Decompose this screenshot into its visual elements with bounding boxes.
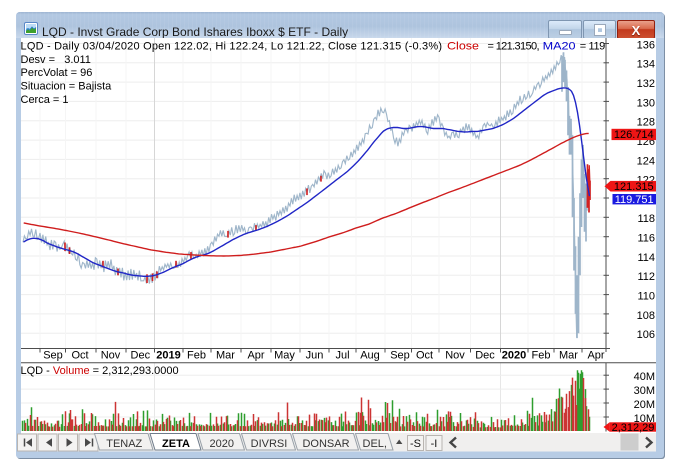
- svg-text:DEL,: DEL,: [363, 438, 387, 450]
- svg-text:132: 132: [637, 78, 655, 90]
- svg-text:Sep: Sep: [390, 350, 410, 362]
- svg-text:130: 130: [637, 97, 655, 109]
- svg-text:2019: 2019: [156, 350, 180, 362]
- svg-text:Feb: Feb: [532, 350, 551, 362]
- svg-text:124: 124: [637, 155, 655, 167]
- svg-text:Cerca = 1: Cerca = 1: [21, 94, 69, 106]
- svg-text:40M: 40M: [634, 371, 655, 383]
- svg-text:MA20: MA20: [543, 41, 576, 53]
- svg-text:May: May: [274, 350, 295, 362]
- svg-text:2020: 2020: [502, 350, 526, 362]
- svg-text:Jul: Jul: [335, 350, 349, 362]
- svg-text:112: 112: [637, 271, 655, 283]
- svg-text:= 119: = 119: [580, 41, 606, 53]
- svg-text:126.714: 126.714: [614, 129, 654, 141]
- svg-text:Oct: Oct: [416, 350, 433, 362]
- svg-text:LQD - Volume = 2,312,293.0000: LQD - Volume = 2,312,293.0000: [21, 365, 179, 377]
- svg-text:Nov: Nov: [445, 350, 465, 362]
- svg-text:Nov: Nov: [101, 350, 121, 362]
- svg-text:108: 108: [637, 310, 655, 322]
- svg-text:10M: 10M: [634, 413, 655, 425]
- svg-text:119.751: 119.751: [615, 194, 654, 206]
- svg-text:Mar: Mar: [216, 350, 235, 362]
- svg-text:106: 106: [637, 329, 655, 341]
- svg-text:118: 118: [637, 213, 655, 225]
- svg-text:Dec: Dec: [131, 350, 151, 362]
- svg-text:Sep: Sep: [43, 350, 63, 362]
- svg-text:Desv = 3.011: Desv = 3.011: [21, 54, 91, 66]
- svg-text:Aug: Aug: [360, 350, 380, 362]
- svg-text:DONSAR: DONSAR: [302, 438, 349, 450]
- svg-text:136: 136: [637, 39, 655, 51]
- svg-text:Jun: Jun: [306, 350, 324, 362]
- svg-text:Situacion = Bajista: Situacion = Bajista: [21, 81, 113, 93]
- svg-text:DIVRSI: DIVRSI: [251, 438, 288, 450]
- svg-text:Apr: Apr: [587, 350, 604, 362]
- svg-text:20M: 20M: [634, 399, 655, 411]
- svg-text:Close: Close: [447, 41, 479, 53]
- svg-text:Dec: Dec: [475, 350, 495, 362]
- svg-text:TENAZ: TENAZ: [106, 438, 142, 450]
- svg-text:134: 134: [637, 59, 655, 71]
- svg-text:-S: -S: [410, 438, 421, 450]
- svg-text:121.315: 121.315: [614, 181, 654, 193]
- svg-text:Oct: Oct: [71, 350, 88, 362]
- svg-text:-I: -I: [431, 438, 438, 450]
- svg-text:= 121.3150,: = 121.3150,: [488, 41, 540, 53]
- svg-text:Mar: Mar: [559, 350, 578, 362]
- svg-text:2020: 2020: [210, 438, 234, 450]
- svg-text:2,312,29: 2,312,29: [612, 422, 655, 434]
- svg-text:Apr: Apr: [247, 350, 264, 362]
- svg-text:PercVolat = 96: PercVolat = 96: [21, 67, 93, 79]
- svg-text:128: 128: [637, 117, 655, 129]
- svg-text:110: 110: [637, 291, 655, 303]
- svg-text:LQD - Daily 03/04/2020 Open 12: LQD - Daily 03/04/2020 Open 122.02, Hi 1…: [21, 41, 443, 53]
- svg-text:114: 114: [637, 252, 655, 264]
- svg-text:Feb: Feb: [187, 350, 206, 362]
- svg-text:116: 116: [637, 233, 655, 245]
- svg-text:ZETA: ZETA: [162, 438, 190, 450]
- svg-text:30M: 30M: [634, 385, 655, 397]
